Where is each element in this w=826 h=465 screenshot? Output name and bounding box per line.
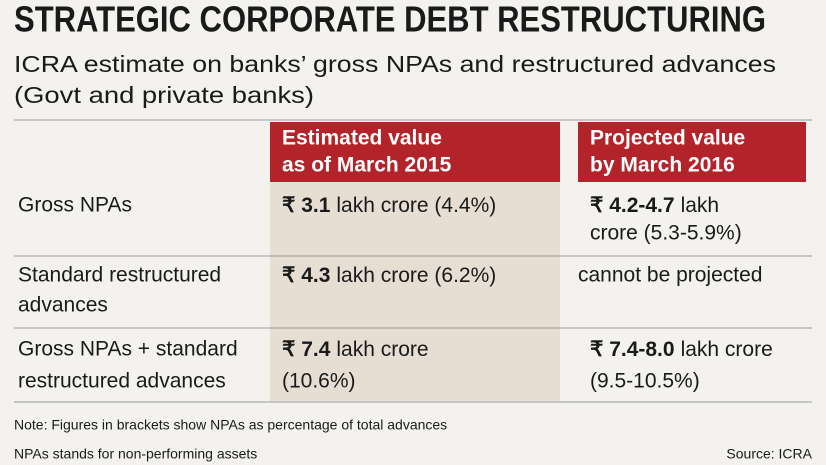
cell: (10.6%) xyxy=(282,370,356,393)
title: STRATEGIC CORPORATE DEBT RESTRUCTURING xyxy=(14,0,766,40)
row-label: restructured advances xyxy=(18,370,226,393)
cell: crore (5.3-5.9%) xyxy=(590,222,742,245)
row-label: Standard restructured xyxy=(18,264,221,287)
cell: ₹ 7.4 lakh crore xyxy=(282,338,429,361)
header-cell xyxy=(578,122,806,182)
column-header: Estimated value xyxy=(282,127,442,150)
cell: ₹ 4.3 lakh crore (6.2%) xyxy=(282,264,496,287)
cell: (9.5-10.5%) xyxy=(590,370,700,393)
row-label: Gross NPAs + standard xyxy=(18,338,238,361)
subtitle: (Govt and private banks) xyxy=(14,82,314,108)
row-label: Gross NPAs xyxy=(18,194,132,217)
row-label: advances xyxy=(18,294,108,317)
column-header: by March 2016 xyxy=(590,154,735,177)
column-header: as of March 2015 xyxy=(282,154,452,177)
column-shade xyxy=(270,182,560,401)
note: NPAs stands for non-performing assets xyxy=(14,446,257,462)
source: Source: ICRA xyxy=(726,446,812,462)
note: Note: Figures in brackets show NPAs as p… xyxy=(14,417,447,433)
cell: ₹ 4.2-4.7 lakh xyxy=(590,194,719,217)
cell: ₹ 3.1 lakh crore (4.4%) xyxy=(282,194,496,217)
column-header: Projected value xyxy=(590,127,745,150)
cell: ₹ 7.4-8.0 lakh crore xyxy=(590,338,773,361)
cell: cannot be projected xyxy=(578,264,762,287)
subtitle: ICRA estimate on banks’ gross NPAs and r… xyxy=(14,51,776,77)
header-cell xyxy=(270,122,560,182)
